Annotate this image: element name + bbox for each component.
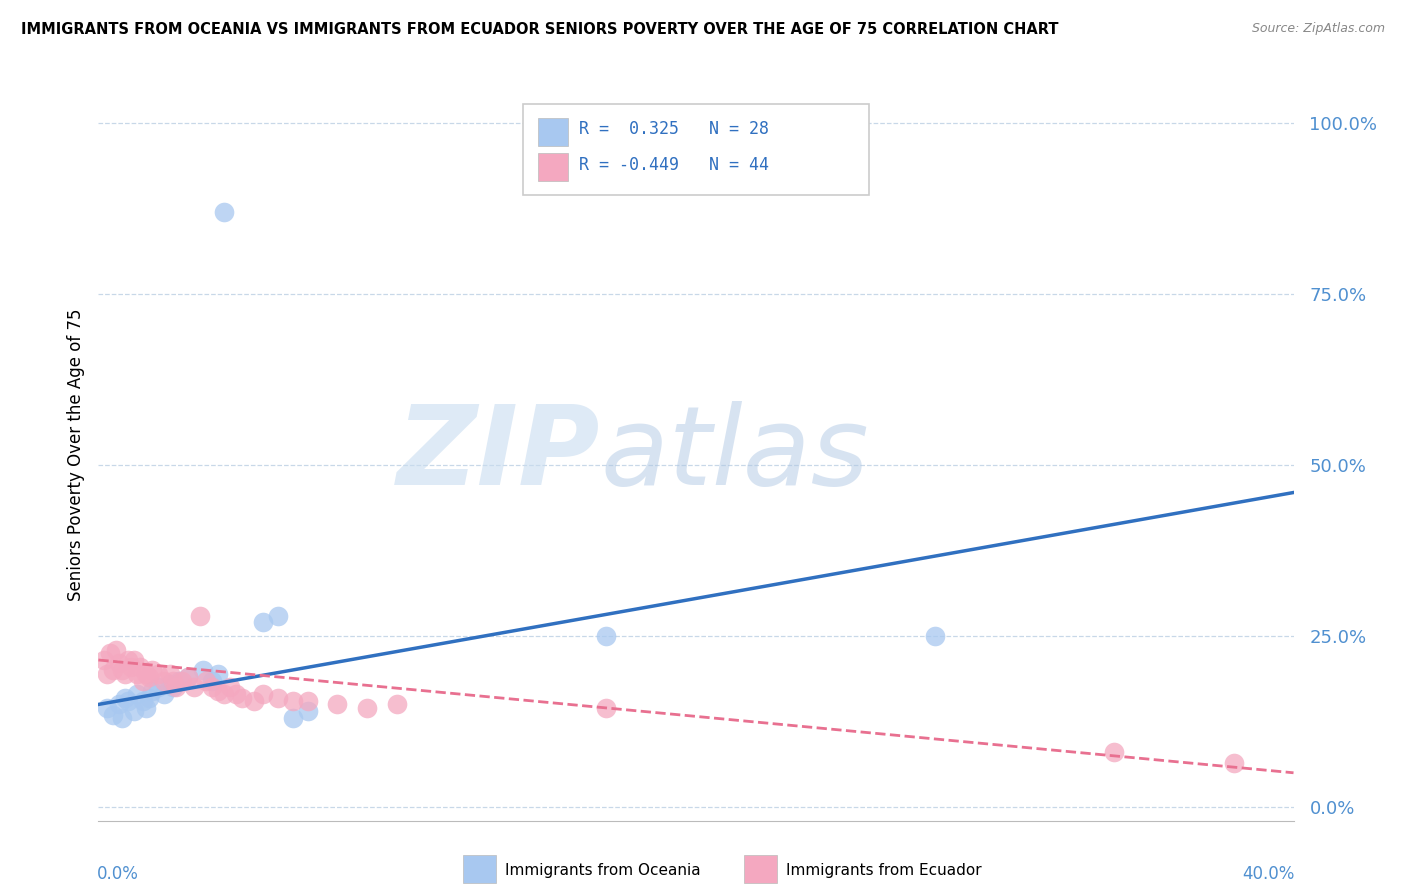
Text: 40.0%: 40.0% xyxy=(1243,864,1295,882)
Point xyxy=(148,681,170,695)
Point xyxy=(141,683,163,698)
Point xyxy=(148,666,170,681)
Point xyxy=(111,663,134,677)
Point xyxy=(141,663,163,677)
Point xyxy=(194,673,218,688)
Point xyxy=(129,660,152,674)
Point xyxy=(595,629,617,643)
FancyBboxPatch shape xyxy=(463,855,496,883)
Point xyxy=(117,694,139,708)
Point xyxy=(108,657,131,671)
Point xyxy=(111,711,134,725)
Point xyxy=(167,673,190,688)
Point xyxy=(98,646,122,660)
Text: Immigrants from Ecuador: Immigrants from Ecuador xyxy=(786,863,981,878)
Point xyxy=(120,660,142,674)
Text: atlas: atlas xyxy=(600,401,869,508)
Text: R =  0.325   N = 28: R = 0.325 N = 28 xyxy=(579,120,769,138)
Point xyxy=(96,666,118,681)
Point xyxy=(127,666,149,681)
Point xyxy=(191,663,214,677)
Point xyxy=(153,673,176,688)
Point xyxy=(207,683,229,698)
Point xyxy=(153,687,176,701)
Point xyxy=(212,687,235,701)
Point xyxy=(96,701,118,715)
Point xyxy=(177,670,200,684)
Point xyxy=(212,205,235,219)
Point xyxy=(172,673,194,688)
Point xyxy=(103,707,125,722)
Point xyxy=(162,673,184,688)
Point xyxy=(124,704,146,718)
Point xyxy=(356,701,378,715)
Point xyxy=(132,673,155,688)
Point xyxy=(93,653,115,667)
Point xyxy=(132,694,155,708)
Point xyxy=(138,690,160,705)
Point xyxy=(267,608,290,623)
Point xyxy=(201,673,224,688)
FancyBboxPatch shape xyxy=(744,855,778,883)
Point xyxy=(103,663,125,677)
Text: Source: ZipAtlas.com: Source: ZipAtlas.com xyxy=(1251,22,1385,36)
Point xyxy=(188,608,211,623)
FancyBboxPatch shape xyxy=(538,118,568,145)
Point xyxy=(326,698,349,712)
Point xyxy=(297,704,319,718)
Point xyxy=(135,666,157,681)
FancyBboxPatch shape xyxy=(523,103,869,195)
Point xyxy=(243,694,266,708)
Point xyxy=(219,681,242,695)
Point xyxy=(595,701,617,715)
Text: Immigrants from Oceania: Immigrants from Oceania xyxy=(505,863,700,878)
Text: 0.0%: 0.0% xyxy=(97,864,139,882)
Point xyxy=(225,687,247,701)
Point xyxy=(105,642,128,657)
Point xyxy=(165,681,187,695)
Y-axis label: Seniors Poverty Over the Age of 75: Seniors Poverty Over the Age of 75 xyxy=(66,309,84,601)
Point xyxy=(159,677,181,691)
Point xyxy=(162,681,184,695)
Point xyxy=(127,687,149,701)
Point xyxy=(924,629,946,643)
Point xyxy=(117,653,139,667)
Point xyxy=(297,694,319,708)
Point xyxy=(1223,756,1246,770)
Point xyxy=(135,701,157,715)
Point xyxy=(267,690,290,705)
Point xyxy=(385,698,409,712)
Text: IMMIGRANTS FROM OCEANIA VS IMMIGRANTS FROM ECUADOR SENIORS POVERTY OVER THE AGE : IMMIGRANTS FROM OCEANIA VS IMMIGRANTS FR… xyxy=(21,22,1059,37)
Point xyxy=(124,653,146,667)
Point xyxy=(252,615,274,630)
Point xyxy=(138,670,160,684)
Point xyxy=(252,687,274,701)
Point xyxy=(231,690,253,705)
Point xyxy=(207,666,229,681)
Point xyxy=(159,666,181,681)
Point xyxy=(1104,745,1126,759)
Point xyxy=(281,711,304,725)
Point xyxy=(281,694,304,708)
Point xyxy=(183,681,205,695)
FancyBboxPatch shape xyxy=(538,153,568,180)
Point xyxy=(177,670,200,684)
Point xyxy=(114,690,136,705)
Point xyxy=(201,681,224,695)
Text: R = -0.449   N = 44: R = -0.449 N = 44 xyxy=(579,155,769,174)
Text: ZIP: ZIP xyxy=(396,401,600,508)
Point xyxy=(114,666,136,681)
Point xyxy=(108,698,131,712)
